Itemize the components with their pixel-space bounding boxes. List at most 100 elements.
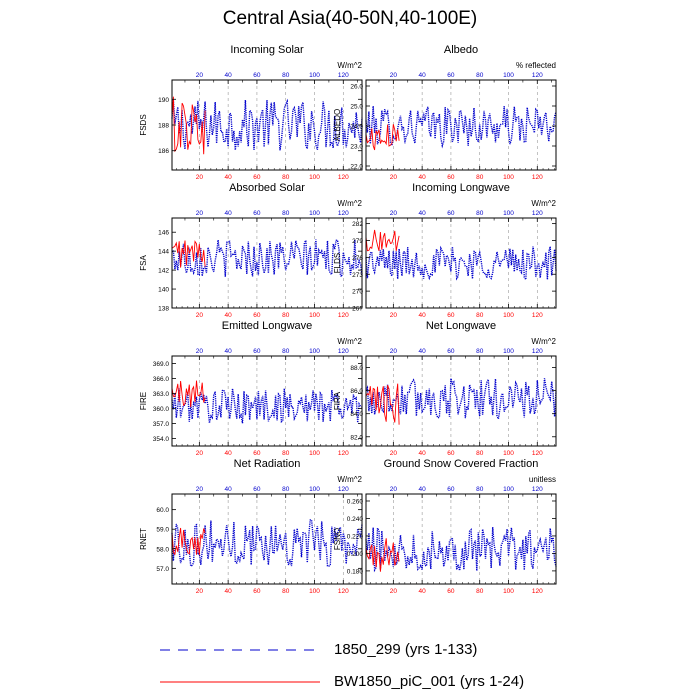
plot-frame: [171, 355, 363, 447]
y-tick-label: 267: [352, 306, 363, 313]
series-line-control: [171, 98, 363, 151]
panel-5: Net Longwave W/m^2 FIRA 82.0 84.0 86.0 88.0 20 4…: [333, 320, 557, 457]
y-tick-label: 84.0: [350, 411, 363, 418]
bottom-x-tick-label: 80: [476, 588, 484, 595]
top-x-tick-label: 100: [309, 210, 320, 217]
units-label: W/m^2: [337, 61, 362, 70]
bottom-x-tick-label: 80: [476, 312, 484, 319]
top-x-tick-label: 60: [447, 72, 455, 79]
bottom-x-tick-label: 60: [253, 312, 261, 319]
y-axis-label: FIRA: [333, 391, 342, 410]
y-tick-label: 276: [352, 255, 363, 262]
series-line-experiment: [365, 538, 400, 572]
top-x-tick-label: 100: [503, 486, 514, 493]
top-x-tick-label: 80: [282, 486, 290, 493]
bottom-x-tick-label: 20: [196, 312, 204, 319]
bottom-x-tick-label: 40: [225, 174, 233, 181]
legend-line-solid: [160, 681, 320, 683]
y-tick-label: 357.0: [153, 421, 170, 428]
bottom-x-tick-label: 100: [309, 174, 320, 181]
bottom-x-tick-label: 120: [338, 312, 349, 319]
top-x-tick-label: 20: [390, 486, 398, 493]
top-x-tick-label: 100: [309, 72, 320, 79]
panel-2: Absorbed Solar W/m^2 FSA 138 140 142 144 146 20 4…: [139, 182, 363, 319]
panel-1: Albedo % reflected ALBEDO 22.0 23.0 24.0 25.0 2…: [333, 44, 557, 181]
bottom-x-tick-label: 60: [447, 588, 455, 595]
y-tick-label: 58.0: [156, 546, 169, 553]
bottom-x-tick-label: 40: [419, 450, 427, 457]
series-line-control: [365, 527, 557, 573]
y-tick-label: 57.0: [156, 566, 169, 573]
y-tick-label: 22.0: [350, 164, 363, 171]
y-tick-label: 273: [352, 272, 363, 279]
y-tick-label: 138: [158, 306, 169, 313]
y-tick-label: 23.0: [350, 144, 363, 151]
panel-3: Incoming Longwave W/m^2 FLDS 267 270 273 276 27…: [333, 182, 557, 319]
top-x-tick-label: 120: [532, 210, 543, 217]
series-line-experiment: [365, 229, 400, 252]
bottom-x-tick-label: 60: [253, 450, 261, 457]
series-line-experiment: [171, 527, 206, 556]
top-x-tick-label: 60: [253, 72, 261, 79]
y-tick-label: 146: [158, 230, 169, 237]
plot-frame: [171, 217, 363, 309]
bottom-x-tick-label: 20: [390, 588, 398, 595]
series-line-control: [365, 245, 557, 282]
top-x-tick-label: 60: [447, 486, 455, 493]
series-line-experiment: [365, 124, 400, 151]
plot-frame: [365, 493, 557, 585]
y-axis-label: ALBEDO: [333, 109, 342, 141]
y-tick-label: 369.0: [153, 361, 170, 368]
top-x-tick-label: 80: [476, 72, 484, 79]
top-x-tick-label: 120: [338, 348, 349, 355]
panel-title: Emitted Longwave: [222, 320, 313, 332]
top-x-tick-label: 20: [390, 348, 398, 355]
y-tick-label: 0.200: [347, 551, 364, 558]
panel-title: Net Longwave: [426, 320, 496, 332]
panel-grid: Incoming Solar W/m^2 FSDS 186 188 190 20 40 60 80…: [139, 44, 557, 595]
y-tick-label: 60.0: [156, 507, 169, 514]
units-label: % reflected: [516, 61, 556, 70]
top-x-tick-label: 120: [338, 210, 349, 217]
y-tick-label: 279: [352, 238, 363, 245]
panel-title: Net Radiation: [234, 458, 301, 470]
top-x-tick-label: 60: [253, 210, 261, 217]
bottom-x-tick-label: 80: [282, 312, 290, 319]
y-tick-label: 0.220: [347, 533, 364, 540]
top-x-tick-label: 80: [282, 72, 290, 79]
legend-label-control: 1850_299 (yrs 1-133): [334, 641, 478, 658]
bottom-x-tick-label: 60: [447, 450, 455, 457]
bottom-x-tick-label: 60: [253, 588, 261, 595]
bottom-x-tick-label: 100: [503, 450, 514, 457]
top-x-tick-label: 20: [390, 72, 398, 79]
y-tick-label: 82.0: [350, 434, 363, 441]
top-x-tick-label: 100: [503, 210, 514, 217]
bottom-x-tick-label: 40: [225, 588, 233, 595]
y-tick-label: 190: [158, 97, 169, 104]
legend-line-dashed: [160, 649, 320, 651]
panel-title: Incoming Longwave: [412, 182, 510, 194]
series-line-control: [365, 106, 557, 149]
bottom-x-tick-label: 100: [309, 312, 320, 319]
bottom-x-tick-label: 60: [447, 174, 455, 181]
y-tick-label: 186: [158, 148, 169, 155]
top-x-tick-label: 80: [476, 486, 484, 493]
bottom-x-tick-label: 20: [390, 174, 398, 181]
panel-title: Albedo: [444, 44, 478, 56]
units-label: W/m^2: [531, 199, 556, 208]
y-axis-label: FLDS: [333, 253, 342, 273]
bottom-x-tick-label: 40: [225, 450, 233, 457]
y-tick-label: 363.0: [153, 391, 170, 398]
bottom-x-tick-label: 120: [532, 312, 543, 319]
bottom-x-tick-label: 20: [196, 450, 204, 457]
top-x-tick-label: 100: [309, 348, 320, 355]
top-x-tick-label: 60: [447, 210, 455, 217]
top-x-tick-label: 120: [532, 72, 543, 79]
bottom-x-tick-label: 100: [503, 588, 514, 595]
series-line-control: [171, 238, 363, 278]
units-label: W/m^2: [337, 337, 362, 346]
bottom-x-tick-label: 100: [503, 312, 514, 319]
bottom-x-tick-label: 80: [282, 588, 290, 595]
y-tick-label: 140: [158, 287, 169, 294]
top-x-tick-label: 100: [503, 348, 514, 355]
